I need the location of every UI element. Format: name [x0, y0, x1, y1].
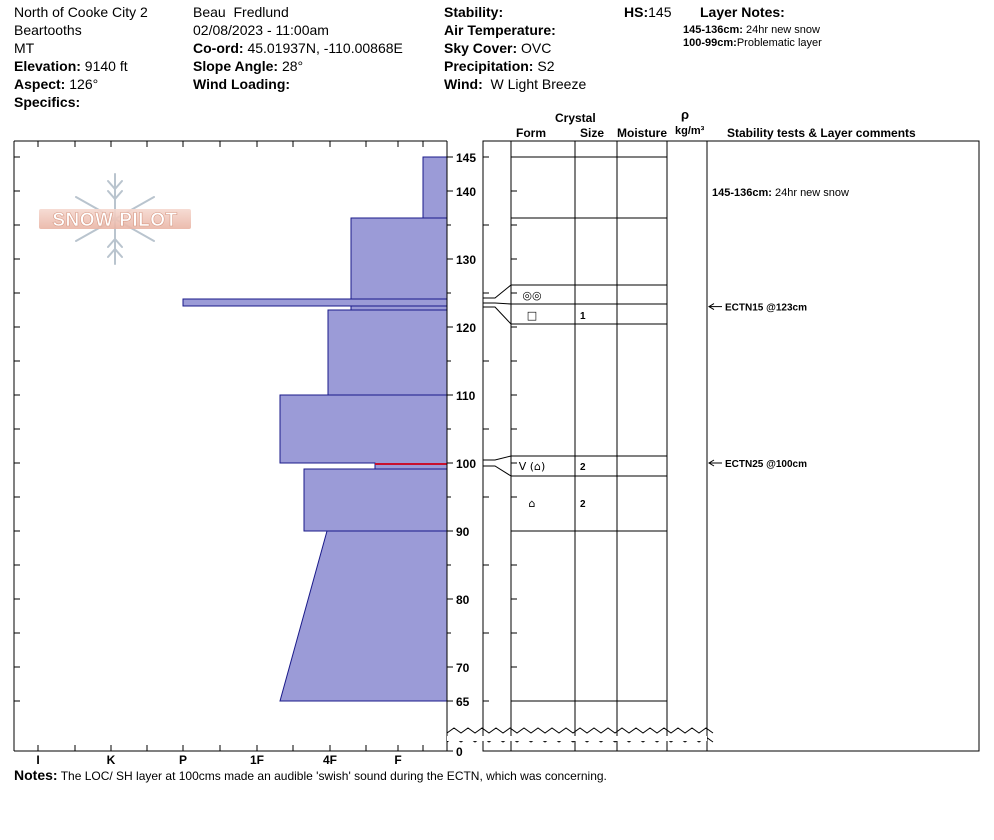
wind-loading-label: Wind Loading: — [193, 76, 291, 92]
col-stability: Stability tests & Layer comments — [727, 126, 916, 140]
hardness-tick-label: K — [107, 753, 116, 767]
depth-tick-label: 70 — [456, 661, 470, 675]
crystal-form: V (⌂) — [519, 460, 546, 473]
layer-connector — [483, 455, 512, 461]
crystal-form: ⌂ — [529, 497, 536, 510]
hardness-tick-label: P — [179, 753, 187, 767]
crystal-size: 2 — [580, 462, 586, 473]
depth-tick-label: 80 — [456, 593, 470, 607]
observation-datetime: 02/08/2023 - 11:00am — [193, 22, 329, 38]
precip-label: Precipitation: — [444, 58, 534, 74]
col-crystal: Crystal — [555, 111, 596, 125]
depth-tick-label: 140 — [456, 185, 476, 199]
wind-label: Wind: — [444, 76, 483, 92]
depth-tick-label: 120 — [456, 321, 476, 335]
layer-note-1: 145-136cm: 24hr new snow — [683, 24, 820, 36]
specifics-label: Specifics: — [14, 94, 81, 110]
stability-test-result: ECTN25 @100cm — [725, 459, 807, 470]
aspect-row: Aspect: 126° — [14, 75, 98, 93]
stability-label: Stability: — [444, 4, 504, 20]
axis-break-gap — [447, 736, 707, 741]
elevation-value: 9140 ft — [84, 58, 128, 74]
elevation-row: Elevation: 9140 ft — [14, 57, 128, 75]
sky-label: Sky Cover: — [444, 40, 518, 56]
hardness-tick-label: 1F — [250, 753, 264, 767]
notes-label: Notes: — [14, 767, 58, 783]
layer-note-2: 100-99cm:Problematic layer — [683, 37, 822, 49]
depth-tick-label: 145 — [456, 151, 476, 165]
sky-value: OVC — [521, 40, 552, 56]
layer-connector — [483, 465, 512, 477]
specifics-row: Specifics: — [14, 93, 80, 111]
layer-comment: 145-136cm: 24hr new snow — [712, 187, 849, 199]
stability-test-arrowhead — [708, 459, 715, 467]
range-name: Beartooths — [14, 22, 82, 38]
notes-row: Notes: The LOC/ SH layer at 100cms made … — [14, 767, 607, 783]
depth-tick-label: 110 — [456, 389, 476, 403]
depth-tick-label: 0 — [456, 745, 463, 759]
precip-row: Precipitation: S2 — [444, 57, 554, 75]
aspect-label: Aspect: — [14, 76, 66, 92]
layer-note-text: 24hr new snow — [746, 24, 820, 36]
hs-value: 145 — [648, 4, 672, 20]
col-density-unit: kg/m³ — [675, 125, 705, 137]
depth-tick-label: 130 — [456, 253, 476, 267]
slope-row: Slope Angle: 28° — [193, 57, 303, 75]
depth-tick-label: 90 — [456, 525, 470, 539]
hardness-tick-label: F — [394, 753, 401, 767]
coord-value: 45.01937N, -110.00868E — [247, 40, 403, 56]
layer-notes-title: Layer Notes: — [700, 4, 785, 20]
axis-break — [446, 727, 714, 734]
air-temp-row: Air Temperature: — [444, 21, 556, 39]
hs-label: HS: — [624, 4, 649, 20]
observer-name: Beau Fredlund — [193, 4, 289, 20]
hardness-tick-label: 4F — [323, 753, 337, 767]
elevation-label: Elevation: — [14, 58, 81, 74]
slope-value: 28° — [281, 58, 304, 74]
sky-row: Sky Cover: OVC — [444, 39, 551, 57]
depth-tick-label: 100 — [456, 457, 476, 471]
stability-test-result: ECTN15 @123cm — [725, 303, 807, 314]
aspect-value: 126° — [69, 76, 99, 92]
notes-text: The LOC/ SH layer at 100cms made an audi… — [60, 769, 607, 783]
layer-note-range: 145-136cm: — [683, 24, 743, 36]
stability-row: Stability: — [444, 3, 503, 21]
state-name: MT — [14, 40, 35, 56]
crystal-size: 1 — [580, 311, 586, 322]
wind-value: W Light Breeze — [490, 76, 587, 92]
layer-note-text: Problematic layer — [736, 37, 822, 49]
hs-row: HS:145 — [624, 3, 671, 21]
layer-note-range: 100-99cm: — [683, 37, 737, 49]
col-rho: ρ — [681, 107, 690, 122]
precip-value: S2 — [537, 58, 555, 74]
layer-connector — [483, 302, 512, 305]
col-moisture: Moisture — [617, 126, 668, 140]
logo-banner — [39, 209, 191, 229]
hardness-tick-label: I — [36, 753, 39, 767]
layer-connector — [483, 284, 512, 299]
coord-row: Co-ord: 45.01937N, -110.00868E — [193, 39, 403, 57]
stability-test-arrowhead — [708, 303, 715, 311]
col-form: Form — [516, 126, 546, 140]
wind-loading-row: Wind Loading: — [193, 75, 290, 93]
crystal-size: 2 — [580, 499, 586, 510]
crystal-form: ◎◎ — [522, 289, 541, 302]
layer-connector — [483, 306, 512, 325]
layer-table-frame — [482, 140, 980, 752]
hardness-profile — [182, 156, 448, 702]
wind-row: Wind: W Light Breeze — [444, 75, 586, 93]
air-temp-label: Air Temperature: — [444, 22, 556, 38]
depth-tick-label: 65 — [456, 695, 470, 709]
col-size: Size — [580, 126, 605, 140]
coord-label: Co-ord: — [193, 40, 244, 56]
snow-profile-chart: SNOW PILOT I K P 1F 4F F145140130120110100908… — [13, 140, 980, 767]
location-name: North of Cooke City 2 — [14, 4, 148, 20]
slope-label: Slope Angle: — [193, 58, 279, 74]
logo-text: SNOW PILOT — [52, 210, 177, 231]
crystal-form: □ — [527, 309, 537, 322]
